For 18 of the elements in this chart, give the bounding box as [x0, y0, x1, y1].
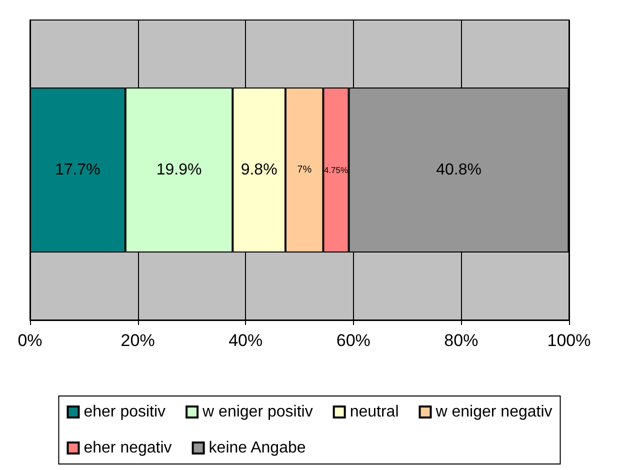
legend-label: eher negativ: [84, 440, 172, 456]
x-tick-label: 60%: [336, 331, 370, 350]
legend-label: keine Angabe: [208, 440, 306, 456]
data-label: 19.9%: [156, 162, 202, 178]
legend-label: eher positiv: [84, 404, 166, 420]
x-tick-label: 0%: [18, 331, 42, 350]
legend-label: w eniger negativ: [434, 404, 552, 420]
x-tick-label: 20%: [120, 331, 155, 350]
legend-label: w eniger positiv: [202, 404, 313, 420]
data-label: 9.8%: [240, 162, 278, 178]
x-tick-label: 100%: [547, 331, 591, 350]
x-tick-label: 40%: [228, 331, 263, 350]
legend-label: neutral: [350, 404, 399, 420]
x-tick-label: 80%: [444, 331, 478, 350]
data-label: 4.75%: [324, 165, 349, 175]
data-label: 17.7%: [55, 162, 100, 178]
data-label: 40.8%: [436, 162, 482, 178]
data-label: 7%: [297, 164, 312, 176]
